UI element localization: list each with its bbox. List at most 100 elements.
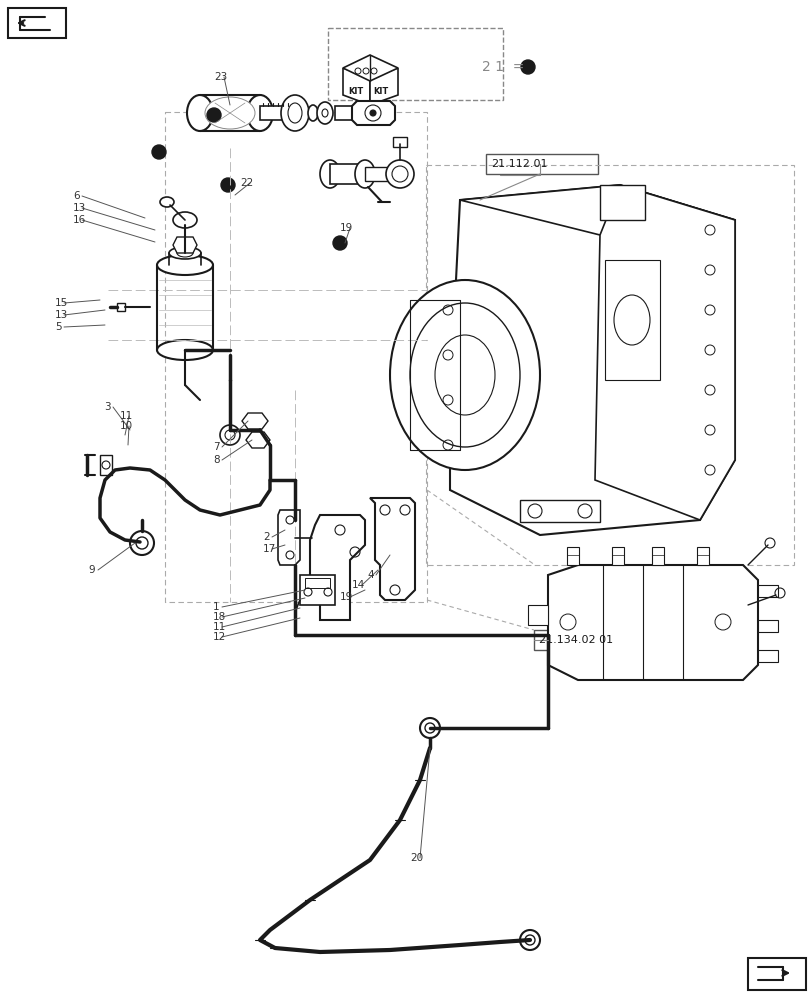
Text: 21.112.01: 21.112.01 (491, 159, 547, 169)
Bar (260, 106, 290, 120)
Text: 3: 3 (104, 402, 110, 412)
Bar (165, 112, 427, 602)
Ellipse shape (281, 95, 309, 131)
Circle shape (152, 145, 165, 159)
Bar (393, 137, 406, 147)
Polygon shape (117, 303, 125, 311)
Polygon shape (594, 185, 734, 520)
Circle shape (225, 430, 234, 440)
Polygon shape (242, 413, 268, 429)
Bar (757, 585, 777, 597)
Text: 5: 5 (55, 322, 62, 332)
Polygon shape (370, 68, 397, 105)
Text: 14: 14 (351, 580, 365, 590)
Polygon shape (342, 55, 397, 81)
Text: 8: 8 (212, 455, 219, 465)
Bar (611, 547, 623, 565)
Circle shape (130, 531, 154, 555)
Ellipse shape (389, 280, 539, 470)
Circle shape (704, 425, 714, 435)
Text: 11: 11 (120, 411, 133, 421)
Bar (299, 575, 335, 605)
Ellipse shape (157, 340, 212, 360)
Bar (100, 455, 112, 475)
Ellipse shape (169, 247, 201, 259)
Bar (486, 154, 597, 174)
Polygon shape (351, 101, 394, 125)
Text: 18: 18 (212, 612, 226, 622)
Bar (328, 28, 502, 100)
Circle shape (370, 110, 375, 116)
Circle shape (704, 385, 714, 395)
Polygon shape (173, 237, 197, 253)
Circle shape (424, 723, 435, 733)
Circle shape (207, 108, 221, 122)
Bar (599, 185, 644, 220)
Ellipse shape (316, 102, 333, 124)
Text: 2: 2 (263, 532, 269, 542)
Ellipse shape (410, 303, 519, 447)
Text: 12: 12 (212, 632, 226, 642)
Text: KIT: KIT (348, 87, 363, 96)
Bar (335, 106, 354, 120)
Circle shape (704, 305, 714, 315)
Text: 7: 7 (212, 442, 219, 452)
Ellipse shape (354, 160, 375, 188)
Ellipse shape (204, 97, 255, 129)
Text: 10: 10 (120, 421, 133, 431)
Text: 16: 16 (73, 215, 86, 225)
Ellipse shape (307, 105, 318, 121)
Text: 6: 6 (73, 191, 79, 201)
Text: 11: 11 (212, 622, 226, 632)
Text: 9: 9 (88, 565, 95, 575)
Ellipse shape (173, 212, 197, 228)
Bar (534, 630, 668, 650)
Ellipse shape (187, 95, 212, 131)
Bar (604, 260, 659, 380)
Text: 4: 4 (367, 570, 373, 580)
Polygon shape (277, 510, 299, 565)
Polygon shape (342, 68, 370, 105)
Text: 23: 23 (214, 72, 227, 82)
Polygon shape (310, 515, 365, 620)
Text: KIT: KIT (372, 87, 388, 96)
Polygon shape (460, 185, 734, 235)
Polygon shape (747, 958, 805, 990)
Text: 17: 17 (263, 544, 276, 554)
Text: 2 1  =: 2 1 = (482, 60, 524, 74)
Circle shape (221, 178, 234, 192)
Bar (329, 164, 365, 184)
Circle shape (135, 537, 148, 549)
Ellipse shape (435, 335, 495, 415)
Circle shape (392, 166, 407, 182)
Circle shape (220, 425, 240, 445)
Bar (566, 547, 578, 565)
Text: 1: 1 (212, 602, 219, 612)
Circle shape (385, 160, 414, 188)
Circle shape (525, 935, 534, 945)
Ellipse shape (613, 295, 649, 345)
Bar (305, 578, 329, 588)
Bar (757, 650, 777, 662)
Polygon shape (246, 432, 270, 448)
Ellipse shape (320, 160, 340, 188)
Ellipse shape (157, 255, 212, 275)
Text: 22: 22 (240, 178, 253, 188)
Circle shape (704, 345, 714, 355)
Circle shape (704, 465, 714, 475)
Text: 21.134.02 01: 21.134.02 01 (539, 635, 612, 645)
Circle shape (333, 236, 346, 250)
Bar (365, 167, 389, 181)
Ellipse shape (247, 95, 272, 131)
Polygon shape (547, 565, 757, 680)
Circle shape (419, 718, 440, 738)
Bar (757, 620, 777, 632)
Bar (519, 500, 599, 522)
Text: 19: 19 (340, 592, 353, 602)
Ellipse shape (160, 197, 174, 207)
Ellipse shape (177, 249, 193, 257)
Circle shape (704, 265, 714, 275)
Circle shape (704, 225, 714, 235)
Polygon shape (8, 8, 66, 38)
Polygon shape (449, 185, 734, 535)
